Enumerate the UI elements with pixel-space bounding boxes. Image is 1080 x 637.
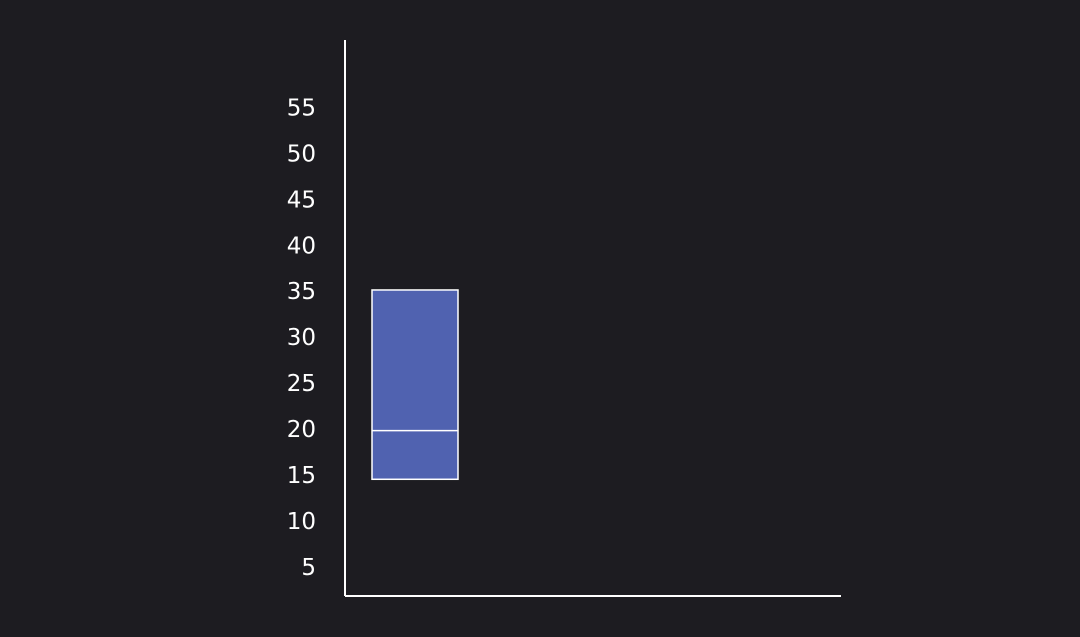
y-tick-label: 50 xyxy=(287,141,316,167)
box-iqr xyxy=(371,289,459,481)
y-tick-label: 15 xyxy=(287,463,316,489)
y-axis-tick-labels: 5 10 15 20 25 30 35 40 45 50 55 xyxy=(287,95,316,581)
box-series xyxy=(371,289,459,481)
y-tick-label: 45 xyxy=(287,187,316,213)
y-tick-label: 10 xyxy=(287,509,316,535)
y-tick-label: 20 xyxy=(287,417,316,443)
y-tick-label: 5 xyxy=(301,555,316,581)
y-tick-label: 55 xyxy=(287,95,316,121)
y-tick-label: 25 xyxy=(287,371,316,397)
y-tick-label: 40 xyxy=(287,233,316,259)
y-tick-label: 35 xyxy=(287,279,316,305)
y-tick-label: 30 xyxy=(287,325,316,351)
